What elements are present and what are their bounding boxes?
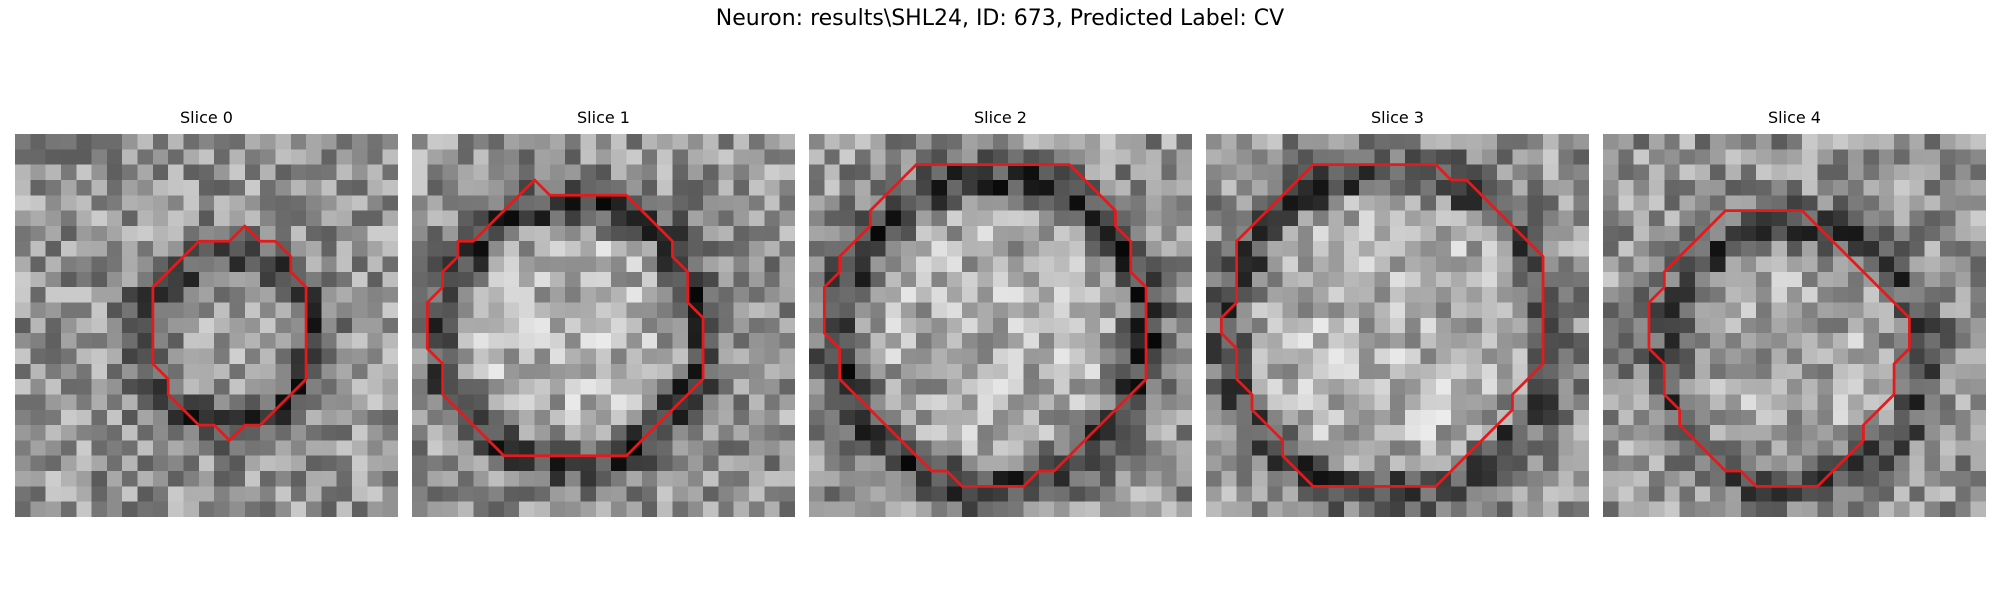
roi-contour-layer [425,178,705,458]
roi-contour-layer [1647,209,1911,488]
roi-contour [1647,209,1911,488]
roi-contour-layer [822,163,1148,488]
grayscale-pixel-grid [809,134,1192,517]
roi-contour [822,163,1148,488]
slice-title: Slice 3 [1371,108,1424,127]
roi-contour [151,224,308,442]
roi-contour-layer [1219,163,1545,488]
slice-title: Slice 4 [1768,108,1821,127]
slice-title: Slice 1 [577,108,630,127]
grayscale-pixel-grid [15,134,398,517]
grayscale-pixel-grid [1603,134,1986,517]
roi-contour [1219,163,1545,488]
slice-image [1603,134,1986,517]
roi-contour-layer [151,224,308,442]
roi-contour [425,178,705,458]
figure-title: Neuron: results\SHL24, ID: 673, Predicte… [715,6,1285,31]
slice-image [412,134,795,517]
grayscale-pixel-grid [1206,134,1589,517]
slice-image [1206,134,1589,517]
slice-image [15,134,398,517]
slice-title: Slice 2 [974,108,1027,127]
slice-title: Slice 0 [180,108,233,127]
slice-image [809,134,1192,517]
grayscale-pixel-grid [412,134,795,517]
